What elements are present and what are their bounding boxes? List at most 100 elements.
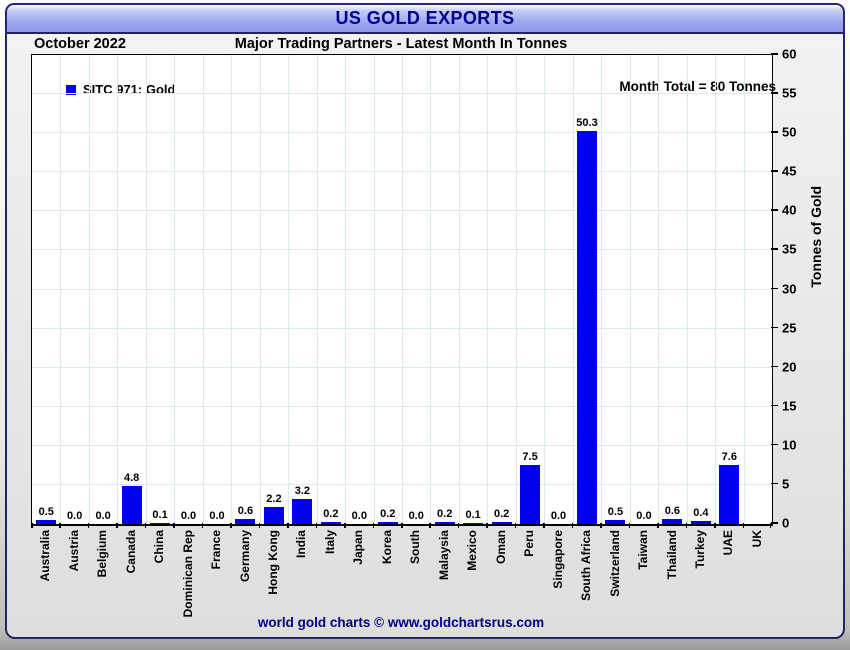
vertical-gridline: [430, 55, 432, 524]
vertical-gridline: [231, 55, 233, 524]
bar: [36, 520, 57, 524]
x-tick-label: Singapore: [550, 530, 565, 589]
legend-label: SITC 971: Gold: [83, 82, 176, 97]
bar-value-label: 0.0: [408, 510, 424, 522]
x-tick-mark: [344, 523, 346, 528]
y-tick-mark: [771, 482, 778, 485]
x-tick-label: Italy: [322, 530, 337, 555]
legend-swatch-icon: [66, 84, 76, 95]
x-label-column: India: [287, 530, 315, 558]
bar: [434, 522, 455, 524]
y-tick-mark: [771, 443, 778, 446]
x-label-column: France: [202, 530, 230, 569]
x-tick-label: Dominican Rep: [180, 530, 195, 618]
x-tick-mark: [173, 523, 175, 528]
x-tick-mark: [116, 523, 118, 528]
y-tick-label: 40: [782, 202, 797, 218]
y-tick-label: 25: [782, 320, 797, 336]
x-label-column: Turkey: [686, 530, 714, 568]
bar-value-label: 2.2: [266, 492, 282, 505]
x-label-column: UAE: [714, 530, 742, 555]
page-title: US GOLD EXPORTS: [335, 8, 515, 28]
x-label-column: Australia: [31, 530, 59, 581]
y-tick-mark: [771, 404, 778, 407]
y-tick-label: 35: [782, 241, 797, 257]
y-tick-mark: [771, 209, 778, 211]
x-tick-mark: [571, 523, 574, 528]
bar: [463, 523, 484, 524]
bar: [235, 519, 256, 524]
vertical-gridline: [515, 55, 517, 524]
y-tick-label: 10: [782, 437, 797, 453]
x-tick-label: Thailand: [664, 530, 679, 580]
x-tick-mark: [258, 523, 261, 528]
bar-value-label: 0.2: [323, 508, 339, 521]
bar-value-label: 7.5: [522, 451, 538, 464]
bar-value-label: 0.1: [152, 509, 168, 521]
bar-value-label: 0.6: [664, 505, 681, 518]
x-tick-mark: [230, 523, 232, 528]
y-tick-label: 0: [782, 515, 790, 531]
x-label-column: UK: [743, 530, 771, 547]
x-tick-label: Turkey: [693, 530, 708, 569]
bar-value-label: 0.0: [180, 510, 197, 522]
x-tick-label: UAE: [721, 530, 736, 556]
x-tick-mark: [287, 523, 289, 528]
bar: [320, 522, 341, 524]
bar: [150, 523, 171, 524]
x-tick-label: Mexico: [465, 530, 480, 571]
x-tick-label: Hong Kong: [265, 530, 280, 595]
vertical-gridline: [402, 55, 403, 524]
bar-value-label: 0.6: [237, 505, 254, 518]
x-label-column: Taiwan: [629, 530, 657, 570]
y-tick-mark: [771, 287, 778, 289]
vertical-gridline: [202, 55, 204, 524]
x-tick-mark: [628, 523, 631, 528]
x-tick-label: France: [209, 530, 224, 570]
bar: [520, 465, 541, 524]
x-label-column: Japan: [344, 530, 372, 565]
vertical-gridline: [686, 55, 688, 524]
vertical-gridline: [544, 55, 546, 524]
x-label-column: South Africa: [572, 530, 600, 601]
x-tick-mark: [59, 523, 61, 528]
x-tick-label: Peru: [522, 530, 537, 557]
vertical-gridline: [345, 55, 347, 524]
x-tick-label: Korea: [379, 530, 394, 565]
bar: [263, 506, 284, 524]
x-tick-mark: [769, 523, 771, 528]
x-label-column: Singapore: [543, 530, 571, 589]
vertical-gridline: [572, 55, 574, 524]
x-label-column: South: [401, 530, 429, 564]
y-tick-mark: [771, 522, 778, 524]
y-tick-label: 45: [782, 163, 797, 179]
x-tick-mark: [31, 523, 33, 528]
x-label-column: Switzerland: [600, 530, 628, 597]
bar: [121, 486, 142, 524]
x-tick-label: Oman: [493, 530, 508, 565]
x-tick-mark: [401, 523, 403, 528]
x-label-column: Malaysia: [430, 530, 458, 580]
x-label-column: Thailand: [657, 530, 685, 579]
vertical-gridline: [487, 55, 489, 524]
bar-value-label: 4.8: [123, 472, 140, 485]
y-tick-label: 55: [782, 85, 797, 101]
x-tick-label: Japan: [351, 530, 366, 565]
x-tick-mark: [742, 523, 745, 528]
bar: [377, 522, 398, 524]
bar: [719, 464, 740, 524]
bar-value-label: 50.3: [576, 116, 598, 129]
x-label-column: Peru: [515, 530, 543, 557]
bar-value-label: 0.0: [351, 510, 367, 522]
y-tick-label: 50: [782, 124, 797, 140]
x-label-column: Hong Kong: [259, 530, 287, 595]
x-tick-label: Canada: [123, 530, 138, 574]
x-tick-mark: [429, 523, 431, 528]
y-tick-mark: [771, 365, 778, 368]
x-tick-label: Switzerland: [607, 530, 622, 597]
y-tick-mark: [771, 53, 778, 55]
bar-value-label: 0.2: [437, 508, 453, 521]
x-tick-mark: [457, 523, 460, 528]
bar-value-label: 0.0: [636, 510, 652, 522]
period-label: October 2022: [34, 36, 126, 52]
